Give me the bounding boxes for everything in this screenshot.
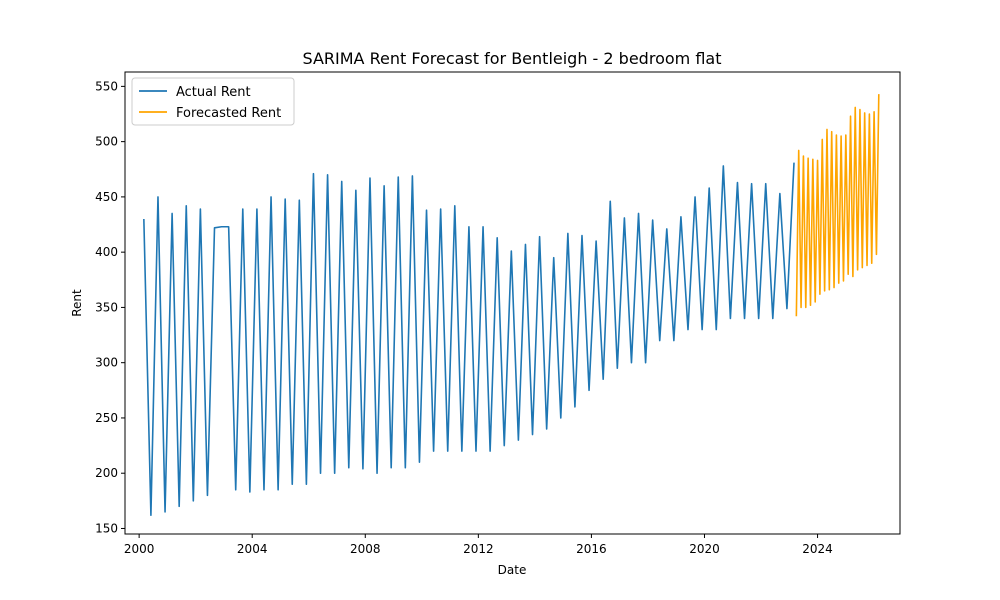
y-tick-label: 150 [95, 521, 118, 535]
y-tick-label: 200 [95, 466, 118, 480]
y-tick-label: 450 [95, 190, 118, 204]
x-tick-label: 2004 [237, 542, 268, 556]
x-tick-label: 2020 [689, 542, 720, 556]
y-tick-label: 550 [95, 79, 118, 93]
chart-title: SARIMA Rent Forecast for Bentleigh - 2 b… [303, 49, 722, 68]
x-tick-label: 2008 [350, 542, 381, 556]
legend-label-1: Forecasted Rent [176, 106, 281, 121]
y-axis: 150 200 250 300 350 400 450 500 550 [95, 79, 125, 535]
y-tick-label: 300 [95, 356, 118, 370]
series-line-0 [143, 162, 795, 517]
x-axis-label: Date [498, 563, 527, 577]
legend-label-0: Actual Rent [176, 85, 251, 100]
x-tick-label: 2012 [463, 542, 494, 556]
plot-frame [124, 71, 901, 535]
x-tick-label: 2024 [802, 542, 833, 556]
series-layer [143, 94, 880, 517]
y-tick-label: 350 [95, 300, 118, 314]
y-tick-label: 250 [95, 411, 118, 425]
x-tick-label: 2016 [576, 542, 607, 556]
x-axis: 2000 2004 2008 2012 2016 2020 2024 [124, 534, 833, 556]
legend: Actual Rent Forecasted Rent [131, 77, 295, 126]
y-tick-label: 500 [95, 135, 118, 149]
legend-box [131, 77, 295, 126]
y-tick-label: 400 [95, 245, 118, 259]
x-tick-label: 2000 [124, 542, 155, 556]
series-line-1 [795, 94, 880, 317]
y-axis-label: Rent [70, 289, 84, 317]
